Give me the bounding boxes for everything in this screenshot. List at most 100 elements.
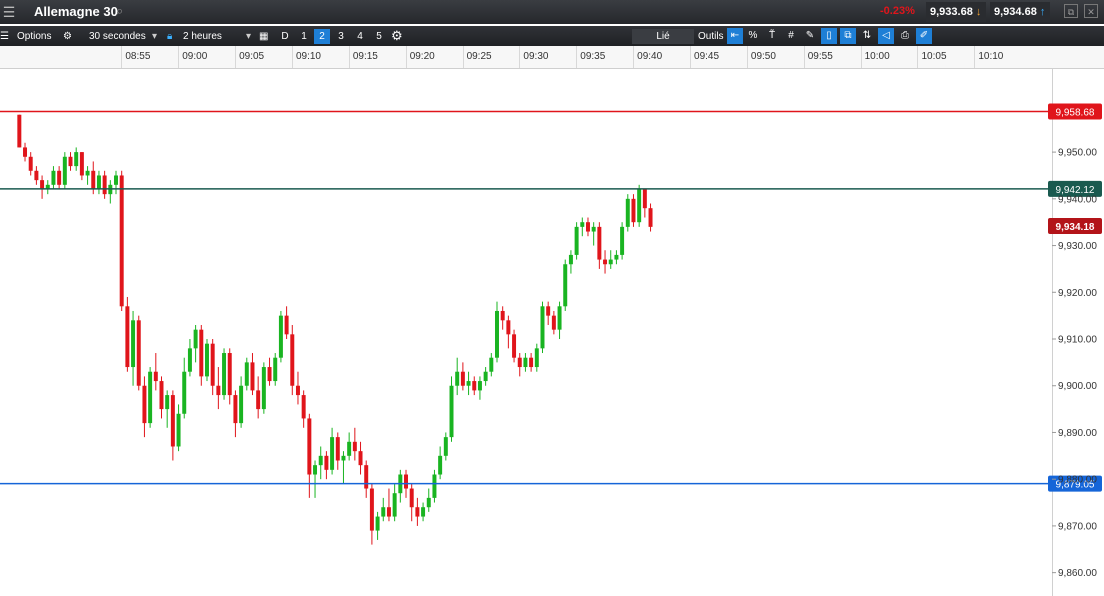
candle-body xyxy=(125,306,130,368)
resistance-price-tag[interactable] xyxy=(1048,103,1102,120)
layout-1-button[interactable]: 1 xyxy=(301,31,307,42)
text-tool[interactable]: T̃ xyxy=(768,30,776,41)
candle xyxy=(114,170,118,195)
alert-tag-icon[interactable]: ◁ xyxy=(878,28,894,44)
candle xyxy=(187,339,192,377)
time-tick-separator xyxy=(917,46,919,68)
candle-body xyxy=(603,259,608,265)
search-icon[interactable]: ⌕ xyxy=(116,3,124,18)
last-price-label: 9,934.18 xyxy=(1056,222,1095,233)
candle-body xyxy=(142,385,147,424)
candle xyxy=(398,469,403,503)
candle-body xyxy=(563,264,568,307)
print-icon[interactable]: ⎙ xyxy=(901,30,909,41)
candle xyxy=(244,357,249,391)
options-button[interactable]: Options xyxy=(17,31,52,42)
candle-type-icon[interactable]: ▯ xyxy=(821,28,837,44)
hamburger-icon[interactable]: ☰ xyxy=(0,31,9,42)
candle xyxy=(108,180,113,204)
price-tick-labels: 9,860.00 9,870.00 9,880.00 9,890.00 9,900.00… xyxy=(1052,148,1097,579)
candle xyxy=(324,451,329,480)
candle xyxy=(358,441,363,475)
range-select[interactable]: 2 heures ▾ xyxy=(183,29,251,44)
candle xyxy=(79,152,84,181)
candle-body xyxy=(495,310,499,358)
candle-body xyxy=(182,371,187,414)
close-icon[interactable]: ✕ xyxy=(1084,4,1098,18)
candle-body xyxy=(347,441,352,456)
draw-tool-icon[interactable]: ✎ xyxy=(805,30,815,41)
candle-body xyxy=(625,198,630,227)
indicator-icon[interactable]: ⇅ xyxy=(862,30,872,41)
candle xyxy=(102,170,107,199)
percent-tool[interactable]: % xyxy=(748,30,758,41)
candle-body xyxy=(244,362,249,386)
time-tick-label: 09:15 xyxy=(352,51,378,62)
candle xyxy=(460,362,465,391)
candle-body xyxy=(631,198,636,223)
candle-body xyxy=(540,306,545,349)
candle-body xyxy=(68,156,73,167)
time-tick-label: 09:40 xyxy=(637,51,663,62)
time-tick-separator xyxy=(576,46,578,68)
candle xyxy=(57,166,62,190)
time-tick-label: 09:35 xyxy=(580,51,606,62)
current-price-tag[interactable] xyxy=(1048,180,1102,197)
candles-layer xyxy=(17,114,653,545)
time-tick-separator xyxy=(633,46,635,68)
candle-body xyxy=(301,395,306,419)
time-tick-label: 09:20 xyxy=(409,51,435,62)
candle xyxy=(466,371,471,396)
layout-4-button[interactable]: 4 xyxy=(357,31,363,42)
time-tick-label: 09:25 xyxy=(466,51,492,62)
lock-icon[interactable]: 🔒︎ xyxy=(167,31,173,42)
compare-icon[interactable]: ⧉ xyxy=(840,28,856,44)
candle-body xyxy=(551,315,556,330)
candle-body xyxy=(460,371,465,386)
chart-settings-gear-icon[interactable]: ⚙ xyxy=(391,28,403,43)
support-price-tag[interactable] xyxy=(1048,475,1102,492)
undock-icon[interactable]: ⧉ xyxy=(1064,4,1078,18)
candle xyxy=(574,222,579,260)
menu-icon[interactable]: ☰ xyxy=(2,4,16,20)
time-tick-separator xyxy=(121,46,123,68)
draw-settings-icon[interactable]: ✐ xyxy=(916,28,932,44)
candle xyxy=(131,310,136,386)
candle-body xyxy=(199,329,204,377)
candle xyxy=(347,432,352,461)
linked-button[interactable]: Lié xyxy=(632,29,694,44)
period-d-button[interactable]: D xyxy=(281,31,289,42)
candle-body xyxy=(449,385,454,438)
calendar-icon[interactable]: ▦ xyxy=(259,31,269,42)
candle xyxy=(165,390,170,428)
candle-body xyxy=(165,395,170,410)
price-chart[interactable]: 9,958.68 9,942.12 9,879.05 9,934.18 9,860.0… xyxy=(0,68,1104,596)
candle-body xyxy=(278,315,283,358)
layout-3-button[interactable]: 3 xyxy=(338,31,344,42)
time-tick-separator xyxy=(291,46,293,68)
candle xyxy=(182,357,187,419)
candle xyxy=(642,189,647,218)
candle xyxy=(631,194,636,227)
time-tick-label: 08:55 xyxy=(125,51,151,62)
window-title: Allemagne 30 xyxy=(34,4,118,19)
candle xyxy=(193,324,198,363)
candle xyxy=(148,367,153,428)
settings-gear-icon[interactable]: ⚙ xyxy=(63,31,72,42)
candle xyxy=(409,483,414,522)
price-tick-label: 9,870.00 xyxy=(1058,521,1097,532)
candle-body xyxy=(193,329,198,349)
bid-price-button[interactable]: 9,933.68 ↓ xyxy=(926,2,986,22)
interval-select[interactable]: 30 secondes ▾ xyxy=(89,29,157,44)
layout-5-button[interactable]: 5 xyxy=(376,31,382,42)
layout-2-button[interactable]: 2 xyxy=(314,29,330,44)
candle xyxy=(227,348,232,405)
candle-body xyxy=(506,320,511,335)
candle xyxy=(455,357,460,396)
crosshair-tool-icon[interactable]: ⇤ xyxy=(727,28,743,44)
last-price-tag[interactable] xyxy=(1048,218,1102,235)
candle xyxy=(540,301,545,354)
ask-price-button[interactable]: 9,934.68 ↑ xyxy=(990,2,1050,22)
candle-body xyxy=(489,357,494,372)
grid-tool-icon[interactable]: # xyxy=(788,30,794,41)
